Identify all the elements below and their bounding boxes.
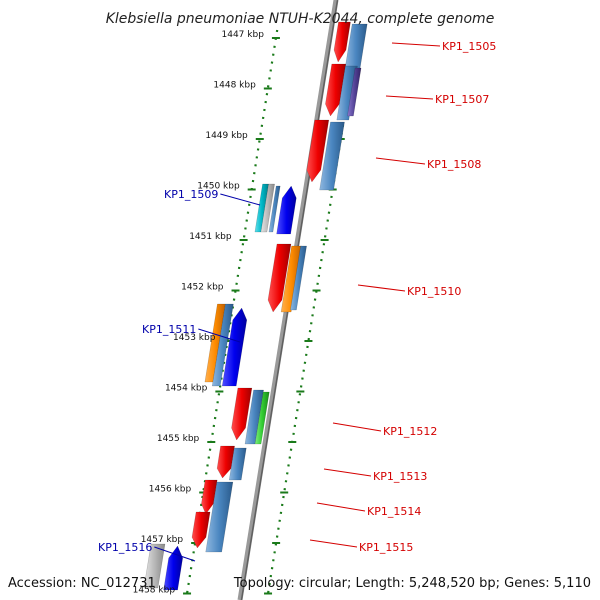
gene-feature[interactable] <box>231 387 253 441</box>
gene-feature[interactable] <box>201 479 218 515</box>
scale-label: 1447 kbp <box>222 30 265 40</box>
scale-label: 1456 kbp <box>149 485 192 495</box>
gene-feature[interactable] <box>254 391 270 445</box>
gene-leader-line <box>332 422 382 432</box>
gene-leader-line <box>357 284 406 292</box>
gene-feature[interactable] <box>205 481 234 553</box>
gene-feature[interactable] <box>290 245 307 311</box>
gene-leader-line <box>154 546 196 562</box>
gene-label[interactable]: KP1_1508 <box>427 158 481 171</box>
gene-track <box>143 21 368 591</box>
scale-label: 1457 kbp <box>141 535 184 545</box>
gene-feature[interactable] <box>306 119 330 183</box>
gene-label[interactable]: KP1_1514 <box>367 505 421 518</box>
gene-label[interactable]: KP1_1507 <box>435 93 489 106</box>
gene-label[interactable]: KP1_1512 <box>383 425 437 438</box>
gene-feature[interactable] <box>228 447 247 481</box>
scale-label: 1454 kbp <box>165 384 208 394</box>
gene-feature[interactable] <box>325 63 347 117</box>
gene-leader-line <box>316 502 366 512</box>
gene-feature[interactable] <box>191 511 211 549</box>
scale-label: 1453 kbp <box>173 333 216 343</box>
gene-leader-line <box>391 42 441 47</box>
gene-feature[interactable] <box>280 245 302 313</box>
gene-feature[interactable] <box>333 21 351 63</box>
gene-feature[interactable] <box>163 545 183 591</box>
gene-label[interactable]: KP1_1515 <box>359 541 413 554</box>
gene-label[interactable]: KP1_1516 <box>98 541 152 554</box>
gene-label[interactable]: KP1_1511 <box>142 323 196 336</box>
gene-leader-line <box>323 468 372 477</box>
gene-label[interactable]: KP1_1505 <box>442 40 496 53</box>
gene-feature[interactable] <box>268 185 281 233</box>
gene-label[interactable]: KP1_1510 <box>407 285 461 298</box>
scale-label: 1452 kbp <box>181 283 224 293</box>
gene-label[interactable]: KP1_1513 <box>373 470 427 483</box>
gene-label[interactable]: KP1_1509 <box>164 188 218 201</box>
gene-feature[interactable] <box>216 445 235 479</box>
gene-leader-line <box>385 95 434 100</box>
scale-label: 1451 kbp <box>189 232 232 242</box>
scale-label: 1455 kbp <box>157 434 200 444</box>
scale-label: 1449 kbp <box>205 131 248 141</box>
topology-text: Topology: circular; Length: 5,248,520 bp… <box>233 576 591 591</box>
scale-labels: 1447 kbp 1448 kbp 1449 kbp 1450 kbp 1451 kbp… <box>133 30 265 596</box>
gene-feature[interactable] <box>221 307 248 387</box>
gene-feature[interactable] <box>336 65 358 121</box>
accession-text: Accession: NC_012731 <box>8 576 156 591</box>
gene-leader-line <box>220 193 261 206</box>
gene-feature[interactable] <box>267 243 292 313</box>
gene-feature[interactable] <box>319 121 345 191</box>
scale-label: 1458 kbp <box>133 586 176 596</box>
gene-feature[interactable] <box>143 543 166 589</box>
gene-feature[interactable] <box>276 185 297 235</box>
scale-label: 1448 kbp <box>213 81 256 91</box>
gene-labels: KP1_1505 KP1_1507 KP1_1508 KP1_1509 KP1_1510… <box>98 40 496 562</box>
gene-leader-line <box>375 157 426 165</box>
gene-feature[interactable] <box>211 303 234 387</box>
scale-label: 1450 kbp <box>197 182 240 192</box>
gene-leader-line <box>309 539 358 548</box>
gene-feature[interactable] <box>347 67 362 117</box>
gene-leader-line <box>198 328 241 343</box>
gene-feature[interactable] <box>260 183 275 233</box>
genome-title: Klebsiella pneumoniae NTUH-K2044, comple… <box>106 11 495 27</box>
